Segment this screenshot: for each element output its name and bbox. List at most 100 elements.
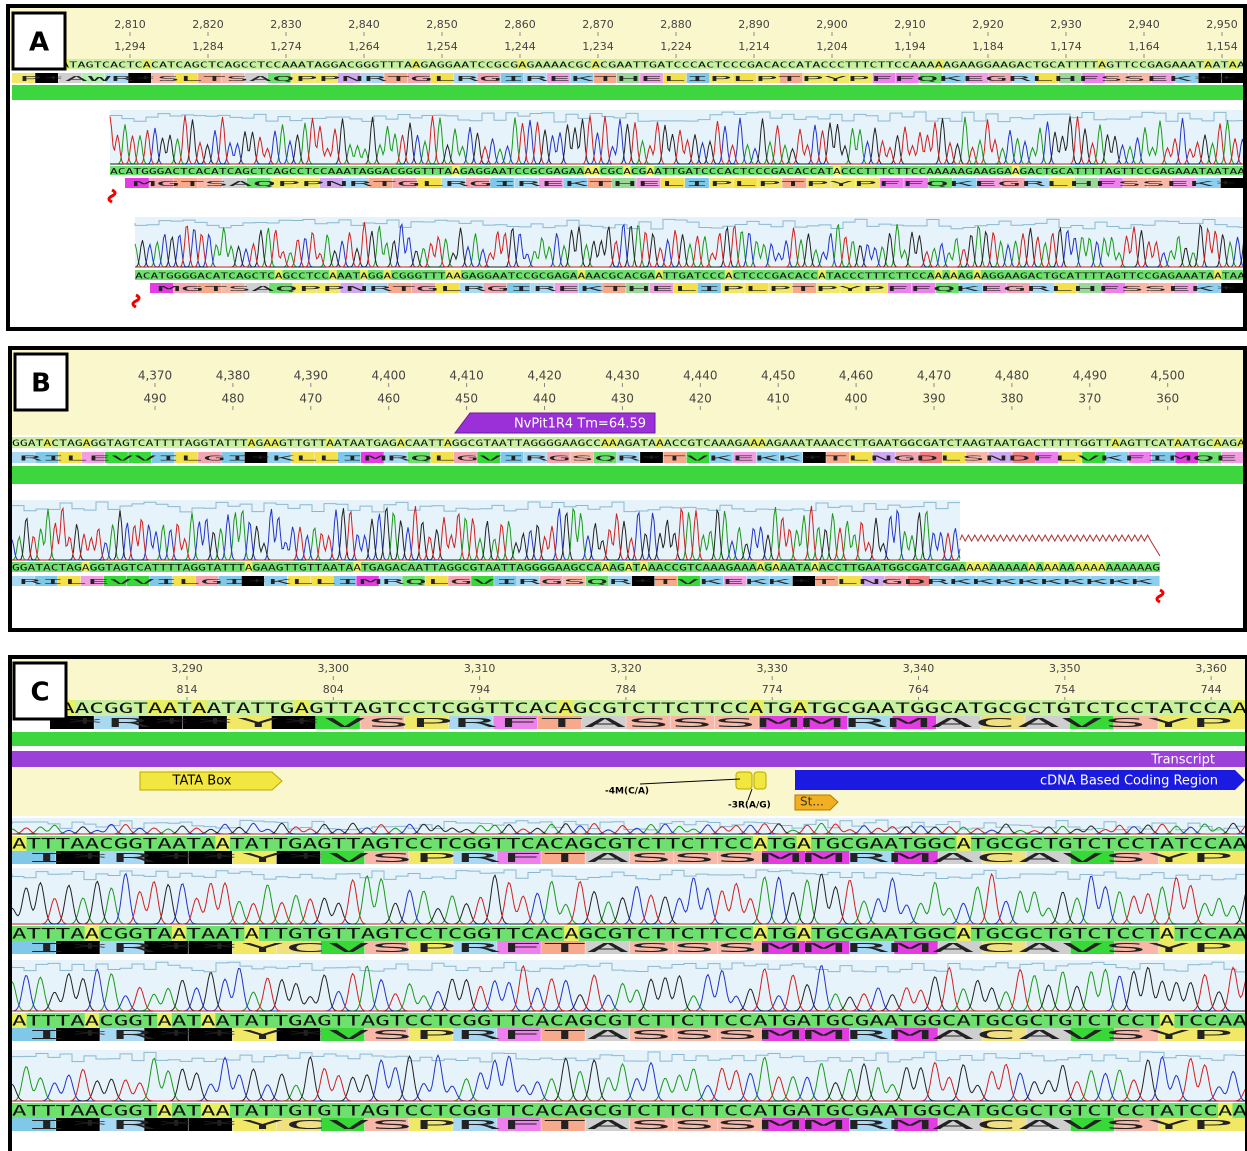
ruler-top-label: 4,450: [761, 369, 795, 383]
ruler-top-label: 2,840: [348, 18, 380, 31]
ruler-top-label: 4,460: [839, 369, 873, 383]
ruler-top-label: 4,390: [294, 369, 328, 383]
ruler-top-label: 4,380: [216, 369, 250, 383]
read-end-mark: [1157, 590, 1163, 602]
ruler-top-label: 3,330: [756, 662, 788, 675]
translation-text: *R**Y*VSPRFTASSSMMRMACAVSYP: [63, 716, 1233, 730]
ruler-top-label: 4,420: [527, 369, 561, 383]
ruler-top-label: 3,310: [464, 662, 496, 675]
ruler-bottom-label: 1,204: [816, 40, 848, 53]
ruler-bottom-label: 390: [923, 392, 946, 406]
transcript-label: Transcript: [1150, 753, 1215, 768]
tata-label: TATA Box: [172, 774, 232, 789]
ruler-top-label: 2,910: [894, 18, 926, 31]
sequence-text: GGATACTAGAGGTAGTCATTTTAGGTATTTAGAAGTTGTT…: [12, 439, 1246, 449]
noise-trace: [960, 535, 1160, 556]
ruler-top-label: 3,290: [171, 662, 203, 675]
ruler-bottom-label: 804: [323, 683, 344, 696]
ruler-top-label: 4,440: [683, 369, 717, 383]
ruler-bottom-label: 1,164: [1128, 40, 1160, 53]
ruler-bottom-label: 370: [1078, 392, 1101, 406]
ruler-top-label: 4,400: [372, 369, 406, 383]
ruler-bottom-label: 1,264: [348, 40, 380, 53]
transcript-bar: [12, 751, 1247, 767]
ruler-top-label: 2,850: [426, 18, 458, 31]
primer-label: NvPit1R4 Tm=64.59: [514, 417, 646, 432]
translation-text: P*AWR*SLTSAQPPNRTGLRGIREKTHELIPLPTPYPFFQ…: [19, 75, 1238, 83]
ruler-top-label: 3,300: [318, 662, 350, 675]
ruler-top-label: 4,370: [138, 369, 172, 383]
ruler-bottom-label: 470: [299, 392, 322, 406]
ruler-bottom-label: 460: [377, 392, 400, 406]
ruler-bottom-label: 420: [689, 392, 712, 406]
variant-marker: [754, 772, 766, 789]
variant-label: -4M(C/A): [605, 787, 649, 797]
ruler-top-label: 2,870: [582, 18, 614, 31]
ruler-top-label: 2,880: [660, 18, 692, 31]
ruler-bottom-label: 1,234: [582, 40, 614, 53]
ruler-top-label: 4,480: [995, 369, 1029, 383]
consensus-bar: [12, 732, 1247, 746]
ruler-bottom-label: 1,274: [270, 40, 302, 53]
panel-label: A: [29, 28, 49, 58]
variant-marker: [736, 772, 752, 789]
ruler-bottom-label: 744: [1201, 683, 1222, 696]
ruler-bottom-label: 440: [533, 392, 556, 406]
ruler-top-label: 2,900: [816, 18, 848, 31]
variant-label: -3R(A/G): [728, 801, 771, 811]
ruler-bottom-label: 430: [611, 392, 634, 406]
ruler-bottom-label: 450: [455, 392, 478, 406]
ruler-top-label: 4,490: [1073, 369, 1107, 383]
panel-label: C: [30, 678, 49, 708]
ruler-top-label: 3,360: [1195, 662, 1227, 675]
sequence-text: GGATACTAGAGGTAGTCATTTTAGGTATTTAGAAGTTGTT…: [12, 564, 1160, 574]
translation-text: I*R**Y*VSPRFTASSSMMRMACAVSYP: [25, 1028, 1234, 1042]
translation-text: RILEVVILGI*KLLIMRQLGVIRGSQR*TVKEKK*TLNGD…: [19, 578, 1157, 586]
translation-text: I*R**YCVSPRFTASSSMMRMACAVSYP: [25, 941, 1234, 955]
ruler-top-label: 2,930: [1050, 18, 1082, 31]
translation-text: RILEVVILGI*KLLIMRQLGVIRGSQR*TVKEKK*TLNGD…: [19, 455, 1238, 463]
ruler-bottom-label: 794: [469, 683, 490, 696]
ruler-bottom-label: 1,254: [426, 40, 458, 53]
ruler-top-label: 3,350: [1049, 662, 1081, 675]
ruler-bottom-label: 774: [762, 683, 783, 696]
ruler-top-label: 2,860: [504, 18, 536, 31]
ruler-bottom-label: 360: [1156, 392, 1179, 406]
panel-label: B: [31, 369, 51, 399]
sequence-text: ACATGGGGACATCAGCTCAGCCTCCAAATAGGACGGGTTT…: [135, 272, 1245, 281]
ruler-bottom-label: 1,184: [972, 40, 1004, 53]
ruler-bottom-label: 400: [845, 392, 868, 406]
ruler-bottom-label: 490: [144, 392, 167, 406]
ruler-top-label: 4,430: [605, 369, 639, 383]
consensus-bar: [12, 85, 1245, 100]
ruler-bottom-label: 480: [221, 392, 244, 406]
ruler-bottom-label: 1,224: [660, 40, 692, 53]
ruler-top-label: 2,940: [1128, 18, 1160, 31]
ruler-top-label: 4,470: [917, 369, 951, 383]
ruler-top-label: 3,340: [903, 662, 935, 675]
ruler-top-label: 2,950: [1206, 18, 1238, 31]
ruler-bottom-label: 814: [177, 683, 198, 696]
ruler-bottom-label: 1,294: [114, 40, 146, 53]
translation-text: MGTSAQPPNRTGLRGIREKTHELIPLPTPYPFFQKEGRLH…: [132, 180, 1237, 188]
start-label: St...: [800, 795, 824, 809]
figure: 2,810 2,820 2,830 2,840 2,850 2,860 2,870 2,880…: [0, 0, 1247, 1151]
read-end-mark: [133, 295, 139, 307]
ruler-bottom-label: 1,194: [894, 40, 926, 53]
ruler-top-label: 2,830: [270, 18, 302, 31]
ruler-bottom-label: 1,154: [1206, 40, 1238, 53]
read-end-mark: [109, 190, 115, 202]
sequence-text: AACGGTAATAATATTGAGTTAGTCCTCGGTTCACAGCGTC…: [60, 701, 1247, 717]
ruler-bottom-label: 764: [908, 683, 929, 696]
ruler-top-label: 4,410: [449, 369, 483, 383]
translation-text: MGTSAQPPNRTGLRGIREKTHELIPLPTPYPFFQKEGRLH…: [157, 285, 1238, 293]
ruler-bottom-label: 410: [767, 392, 790, 406]
translation-text: I*R**YCVSPRFTASSSMMRMACAVSYP: [25, 1118, 1234, 1132]
ruler-top-label: 4,500: [1151, 369, 1185, 383]
ruler-top-label: 2,890: [738, 18, 770, 31]
coding-label: cDNA Based Coding Region: [1040, 774, 1218, 789]
ruler-top-label: 2,810: [114, 18, 146, 31]
ruler-bottom-label: 784: [615, 683, 636, 696]
ruler-top-label: 2,820: [192, 18, 224, 31]
ruler-bottom-label: 754: [1054, 683, 1075, 696]
